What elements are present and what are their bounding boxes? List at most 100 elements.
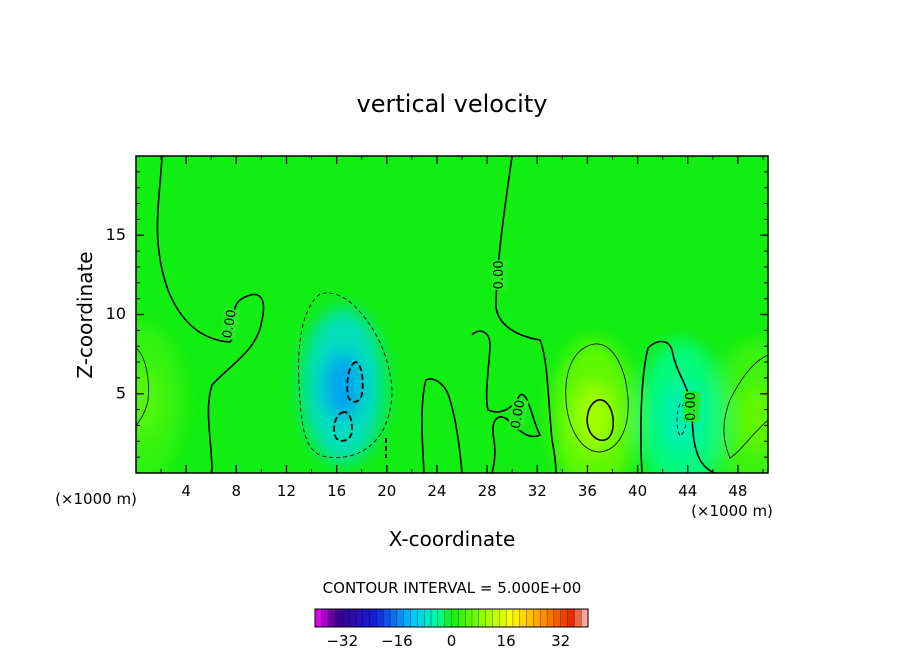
colorbar-swatch xyxy=(546,608,555,628)
x-tick-label: 12 xyxy=(277,482,296,500)
colorbar-swatch xyxy=(437,608,446,628)
colorbar-swatch xyxy=(505,608,514,628)
colorbar-swatch xyxy=(403,608,412,628)
x-tick-label: 40 xyxy=(628,482,647,500)
field-feature-core-updraft xyxy=(136,367,163,436)
velocity-field xyxy=(136,307,768,473)
contour-zero-center xyxy=(495,156,557,473)
colorbar-swatch xyxy=(553,608,562,628)
colorbar-swatch xyxy=(492,608,500,628)
contour-labels: 0.00 0.00 0.00 0.00 xyxy=(219,259,700,431)
colorbar-swatch xyxy=(328,608,337,628)
colorbar-swatch xyxy=(430,608,439,628)
x-unit-right: (×1000 m) xyxy=(691,502,773,520)
colorbar-swatch xyxy=(424,608,432,628)
x-tick-label: 36 xyxy=(578,482,597,500)
colorbar-swatch xyxy=(526,608,534,628)
colorbar-swatch xyxy=(396,608,405,628)
x-tick-label: 24 xyxy=(427,482,446,500)
colorbar-swatch xyxy=(574,608,582,628)
colorbar-ticks: −32 −16 0 16 32 xyxy=(326,632,570,650)
colorbar-swatch xyxy=(348,608,357,628)
contour-label: 0.00 xyxy=(492,260,507,289)
contour-label-bg xyxy=(491,259,508,290)
colorbar-swatch xyxy=(389,608,398,628)
colorbar-swatch xyxy=(485,608,493,628)
x-tick-label: 44 xyxy=(678,482,697,500)
plot-area: 0.00 0.00 0.00 0.00 xyxy=(136,156,768,473)
x-tick-label: 8 xyxy=(232,482,242,500)
colorbar-swatch xyxy=(458,608,466,628)
contour-negative-outer xyxy=(298,292,393,458)
colorbar-swatch xyxy=(499,608,507,628)
colorbar-swatch xyxy=(540,608,548,628)
contour-interval-label: CONTOUR INTERVAL = 5.000E+00 xyxy=(323,579,582,597)
colorbar-swatch xyxy=(519,608,528,628)
colorbar-swatch xyxy=(383,608,391,628)
colorbar-swatch xyxy=(567,608,575,628)
contour-label-bg xyxy=(219,307,241,341)
contour-negative-inner-lower xyxy=(333,411,353,442)
contour-lines xyxy=(136,156,768,473)
y-axis: 5 10 15 xyxy=(106,171,768,458)
colorbar-tick-label: 32 xyxy=(551,632,570,650)
colorbar-swatch xyxy=(533,608,541,628)
contour-zero-mid-a xyxy=(421,378,463,473)
contour-label: 0.00 xyxy=(220,308,240,339)
colorbar-swatch xyxy=(355,608,364,628)
colorbar-swatch xyxy=(464,608,473,628)
colorbar-swatch xyxy=(478,608,487,628)
contour-label: 0.00 xyxy=(509,399,529,430)
y-tick-label: 5 xyxy=(116,383,126,402)
contour-negative-inner-upper xyxy=(346,361,364,403)
x-axis-label: X-coordinate xyxy=(389,527,516,551)
colorbar-frame xyxy=(314,608,589,628)
colorbar-swatch xyxy=(560,608,569,628)
y-tick-label: 10 xyxy=(106,304,126,323)
colorbar-swatch xyxy=(376,608,384,628)
contour-label-bg xyxy=(507,398,529,431)
x-axis: 4 8 12 16 20 24 28 32 36 40 44 48 xyxy=(160,156,764,500)
colorbar-swatch xyxy=(369,608,377,628)
colorbar-swatch xyxy=(362,608,371,628)
contour-positive-right-inner xyxy=(586,399,614,442)
colorbar-swatch xyxy=(581,608,589,628)
colorbar-swatch xyxy=(471,608,480,628)
y-axis-label: Z-coordinate xyxy=(73,251,97,378)
contour-positive-left xyxy=(136,347,149,427)
colorbar-swatch xyxy=(417,608,425,628)
x-tick-label: 48 xyxy=(728,482,747,500)
colorbar-tick-label: 16 xyxy=(497,632,516,650)
colorbar-swatch xyxy=(314,608,323,628)
contour-positive-right-outer xyxy=(565,343,629,453)
y-tick-label: 15 xyxy=(106,225,126,244)
colorbar-swatch xyxy=(444,608,453,628)
colorbar-tick-label: −32 xyxy=(326,632,358,650)
colorbar-tick-label: −16 xyxy=(381,632,413,650)
chart-title: vertical velocity xyxy=(357,90,548,118)
x-tick-label: 4 xyxy=(181,482,191,500)
colorbar-swatch xyxy=(512,608,521,628)
field-feature-core-updraft xyxy=(736,383,768,452)
colorbar-tick-label: 0 xyxy=(447,632,457,650)
contour-positive-edge xyxy=(723,354,768,459)
x-unit-left: (×1000 m) xyxy=(55,490,137,508)
colorbar-swatch xyxy=(451,608,459,628)
colorbar-swatch xyxy=(321,608,330,628)
field-feature-core-downdraft xyxy=(322,351,363,420)
contour-zero-right xyxy=(640,340,717,473)
colorbar-swatch xyxy=(335,608,343,628)
x-tick-label: 16 xyxy=(327,482,346,500)
contour-label-bg xyxy=(683,391,700,422)
colorbar-swatch xyxy=(410,608,418,628)
colorbar-swatch xyxy=(342,608,350,628)
contour-zero-left xyxy=(156,156,265,473)
x-tick-label: 28 xyxy=(478,482,497,500)
contour-label: 0.00 xyxy=(684,392,699,421)
x-tick-label: 20 xyxy=(377,482,396,500)
contour-zero-mid-b xyxy=(471,330,542,473)
x-tick-label: 32 xyxy=(528,482,547,500)
colorbar xyxy=(314,608,589,628)
